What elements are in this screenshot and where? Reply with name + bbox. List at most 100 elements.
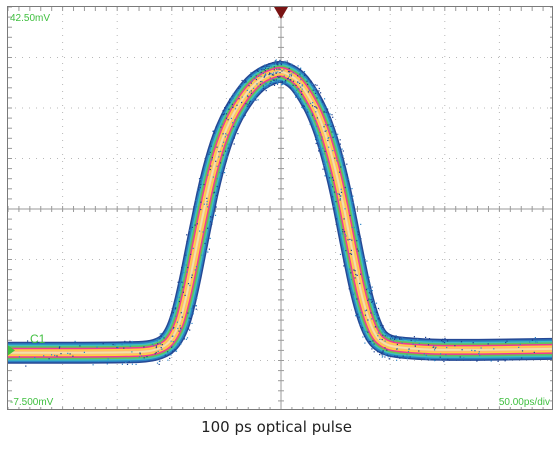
trace-noise-dot	[125, 362, 127, 364]
trace-noise-dot	[266, 82, 268, 85]
trace-noise-dot	[209, 217, 211, 219]
trace-noise-dot	[269, 72, 271, 74]
trace-noise-dot	[212, 176, 214, 178]
trace-noise-dot	[505, 341, 507, 344]
trace-noise-dot	[262, 85, 264, 87]
trace-noise-dot	[18, 356, 20, 358]
trace-noise-dot	[315, 111, 317, 113]
trace-noise-dot	[444, 337, 446, 339]
trace-noise-dot	[300, 67, 302, 69]
trace-noise-dot	[220, 150, 222, 152]
trace-noise-dot	[287, 78, 289, 80]
trace-noise-dot	[331, 186, 334, 188]
trace-noise-dot	[345, 250, 347, 252]
trace-noise-dot	[300, 79, 302, 81]
trace-noise-dot	[322, 168, 324, 170]
trace-noise-dot	[301, 93, 303, 95]
trace-noise-dot	[131, 340, 133, 343]
trace-noise-dot	[192, 305, 194, 307]
trace-noise-dot	[344, 186, 346, 189]
trace-noise-dot	[295, 84, 297, 86]
trace-noise-dot	[529, 341, 531, 343]
trace-noise-dot	[396, 339, 398, 341]
trace-noise-dot	[171, 335, 173, 337]
trace-noise-dot	[279, 64, 282, 66]
trace-noise-dot	[284, 60, 286, 62]
trace-noise-dot	[255, 78, 257, 81]
trace-noise-dot	[230, 97, 232, 99]
trace-noise-dot	[331, 176, 333, 178]
trace-noise-dot	[391, 354, 393, 356]
trace-noise-dot	[194, 224, 196, 226]
trace-noise-dot	[214, 214, 217, 216]
trace-noise-dot	[234, 119, 236, 121]
trace-noise-dot	[519, 343, 521, 345]
trace-noise-dot	[180, 343, 182, 345]
trace-noise-dot	[352, 294, 355, 296]
trace-noise-dot	[305, 102, 307, 105]
trace-noise-dot	[268, 63, 270, 65]
trace-noise-dot	[381, 327, 383, 329]
trace-noise-dot	[211, 159, 213, 161]
trace-noise-dot	[308, 78, 310, 80]
trace-noise-dot	[312, 89, 314, 91]
trace-noise-dot	[182, 286, 184, 288]
trace-noise-dot	[245, 80, 247, 82]
trace-noise-dot	[413, 336, 415, 338]
trace-noise-dot	[401, 337, 403, 339]
trace-noise-dot	[211, 157, 213, 159]
trace-noise-dot	[270, 80, 272, 82]
trace-noise-dot	[157, 343, 159, 345]
trace-noise-dot	[372, 300, 374, 303]
trace-noise-dot	[345, 235, 347, 237]
trace-noise-dot	[215, 195, 217, 197]
trace-noise-dot	[163, 337, 165, 339]
trace-noise-dot	[329, 172, 331, 174]
trace-noise-dot	[267, 86, 269, 88]
trace-noise-dot	[248, 85, 250, 87]
trace-noise-dot	[304, 74, 306, 76]
trace-noise-dot	[349, 214, 351, 217]
trace-noise-dot	[297, 93, 299, 95]
trace-noise-dot	[277, 71, 279, 73]
trace-noise-dot	[102, 343, 104, 345]
trace-noise-dot	[234, 93, 237, 95]
trace-noise-dot	[273, 69, 275, 71]
trace-noise-dot	[341, 157, 343, 160]
trace-noise-dot	[299, 82, 301, 84]
trace-noise-dot	[245, 103, 247, 105]
trace-noise-dot	[276, 68, 278, 70]
trace-noise-dot	[275, 71, 277, 73]
trace-noise-dot	[303, 77, 305, 79]
trace-noise-dot	[311, 83, 314, 86]
y-top-label: 42.50mV	[10, 13, 51, 24]
trace-noise-dot	[314, 92, 317, 94]
trace-noise-dot	[379, 351, 381, 353]
trace-noise-dot	[389, 338, 392, 340]
chart-caption: 100 ps optical pulse	[201, 418, 352, 436]
trace-noise-dot	[364, 335, 366, 337]
trace-noise-dot	[442, 341, 444, 343]
trace-noise-dot	[216, 178, 218, 180]
trace-noise-dot	[261, 90, 263, 92]
trace-noise-dot	[54, 354, 56, 357]
trace-noise-dot	[279, 76, 281, 78]
trace-noise-dot	[141, 355, 143, 357]
trace-noise-dot	[269, 84, 271, 86]
trace-noise-dot	[314, 89, 316, 91]
trace-noise-dot	[348, 178, 350, 180]
trace-noise-dot	[214, 191, 216, 193]
trace-noise-dot	[196, 223, 198, 225]
trace-noise-dot	[396, 343, 398, 345]
trace-noise-dot	[295, 96, 297, 98]
trace-noise-dot	[384, 335, 386, 337]
trace-noise-dot	[297, 96, 299, 98]
trace-noise-dot	[535, 341, 537, 343]
trace-noise-dot	[292, 72, 294, 74]
trace-noise-dot	[384, 347, 386, 349]
trace-noise-dot	[232, 106, 234, 108]
trace-noise-dot	[160, 335, 162, 338]
trace-noise-dot	[161, 344, 163, 346]
trace-noise-dot	[480, 347, 482, 349]
trace-noise-dot	[223, 166, 225, 168]
